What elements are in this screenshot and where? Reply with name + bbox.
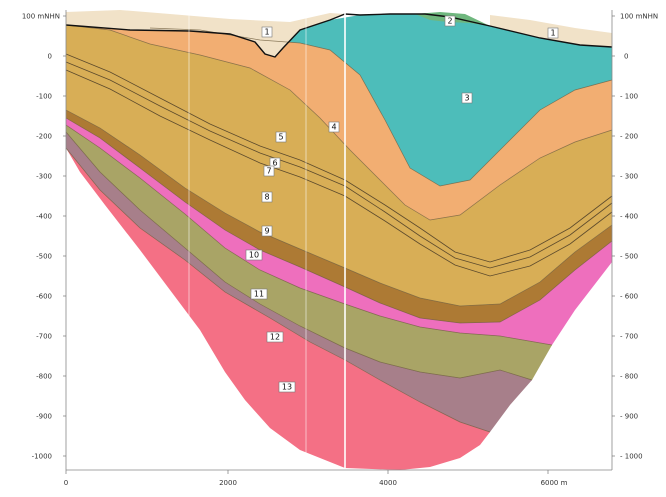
- unit-label: 13: [278, 381, 296, 393]
- right-tick-label: - 600: [620, 293, 638, 301]
- horizon-line-a: [65, 53, 613, 263]
- unit-label: 7: [263, 165, 275, 177]
- layer-1-left: [66, 10, 345, 57]
- left-tick-label: -900: [36, 413, 52, 421]
- right-tick-label: - 900: [620, 413, 638, 421]
- right-tick-label: - 500: [620, 253, 638, 261]
- horizon-line-b: [65, 61, 613, 269]
- layer-5-8: [66, 25, 612, 306]
- unit-label: 12: [266, 331, 284, 343]
- svg-text:8: 8: [264, 193, 269, 202]
- x-tick-label: 0: [64, 479, 68, 487]
- svg-text:2: 2: [447, 17, 452, 26]
- unit-label: 1: [547, 27, 559, 39]
- right-tick-label: - 200: [620, 133, 638, 141]
- x-tick-label: 4000: [379, 479, 397, 487]
- left-tick-label: -500: [36, 253, 52, 261]
- bottom-tick-marks: [65, 470, 549, 474]
- layer-3: [130, 14, 612, 186]
- terrain-surface-line: [65, 13, 613, 58]
- svg-text:7: 7: [266, 167, 271, 176]
- layer-11: [66, 125, 552, 380]
- svg-text:6: 6: [272, 159, 277, 168]
- unit-label: 11: [250, 288, 268, 300]
- svg-text:3: 3: [464, 94, 469, 103]
- svg-text:1: 1: [550, 29, 555, 38]
- layer-12: [66, 132, 532, 432]
- svg-text:5: 5: [278, 133, 283, 142]
- svg-text:4: 4: [331, 123, 336, 132]
- unit-label: 1: [261, 26, 273, 38]
- left-tick-label: -800: [36, 373, 52, 381]
- contact-4-5: [65, 24, 613, 221]
- layer-9: [66, 110, 612, 323]
- unit-label: 9: [261, 225, 273, 237]
- horizon-line-c: [65, 69, 613, 277]
- left-tick-label: -300: [36, 173, 52, 181]
- right-tick-label: - 400: [620, 213, 638, 221]
- contact-11-12: [65, 131, 533, 381]
- right-tick-label: - 800: [620, 373, 638, 381]
- left-tick-label: 100 mNHN: [22, 13, 60, 21]
- right-tick-label: 0: [624, 53, 628, 61]
- svg-text:11: 11: [254, 290, 264, 299]
- unit-label: 10: [245, 249, 263, 261]
- left-tick-label: -100: [36, 93, 52, 101]
- unit-label: 6: [269, 157, 281, 169]
- layer-10: [66, 118, 612, 345]
- contact-3-4: [149, 27, 613, 187]
- right-tick-label: - 1000: [620, 453, 643, 461]
- svg-text:9: 9: [264, 227, 269, 236]
- right-tick-label: 100 mNHN: [620, 13, 658, 21]
- right-tick-marks: [612, 15, 615, 457]
- right-tick-label: - 100: [620, 93, 638, 101]
- svg-text:12: 12: [270, 333, 280, 342]
- right-tick-label: - 700: [620, 333, 638, 341]
- left-tick-label: 0: [48, 53, 52, 61]
- contact-10-11: [65, 124, 553, 346]
- layer-13: [66, 148, 490, 470]
- unit-label: 2: [444, 15, 456, 27]
- left-tick-label: -200: [36, 133, 52, 141]
- svg-text:10: 10: [249, 251, 259, 260]
- left-tick-marks: [63, 15, 66, 457]
- x-tick-label: 6000 m: [541, 479, 568, 487]
- left-tick-label: -400: [36, 213, 52, 221]
- unit-label: 5: [275, 131, 287, 143]
- svg-text:13: 13: [282, 383, 292, 392]
- right-tick-label: - 300: [620, 173, 638, 181]
- left-tick-label: -1000: [32, 453, 52, 461]
- x-tick-label: 2000: [219, 479, 237, 487]
- unit-label: 3: [461, 92, 473, 104]
- contact-12-13: [65, 147, 491, 433]
- left-tick-label: -700: [36, 333, 52, 341]
- svg-text:1: 1: [264, 28, 269, 37]
- unit-label: 4: [328, 121, 340, 133]
- left-tick-label: -600: [36, 293, 52, 301]
- unit-label: 8: [261, 191, 273, 203]
